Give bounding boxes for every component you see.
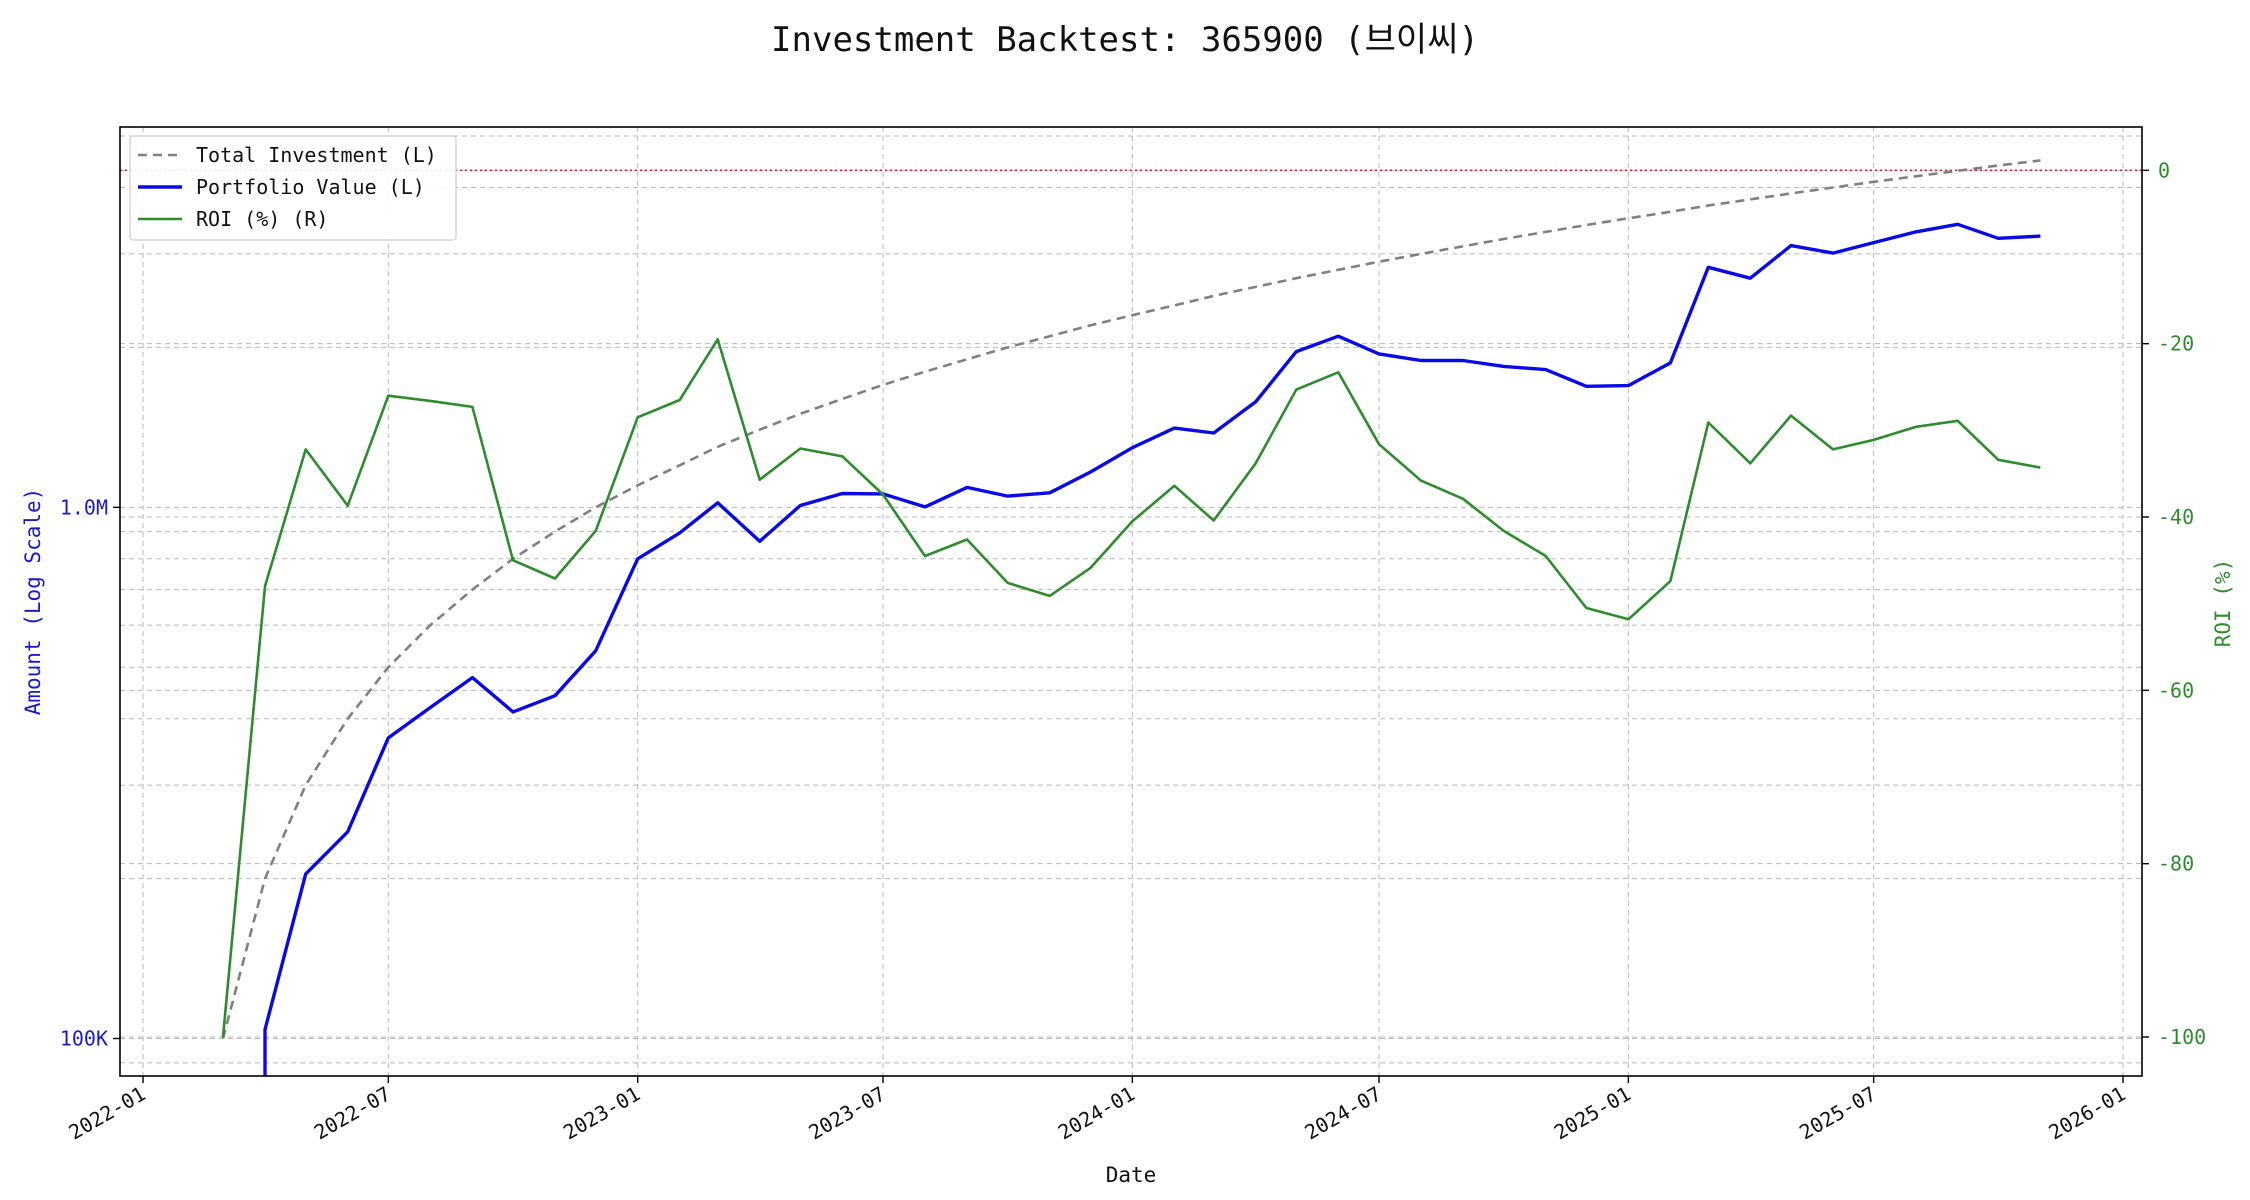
x-tick-label: 2025-01 [1550,1082,1635,1145]
x-tick-label: 2022-07 [310,1082,395,1145]
y-left-tick-label: 1.0M [60,495,108,519]
legend-label: Portfolio Value (L) [196,175,425,199]
y-left-tick-label: 100K [60,1027,108,1051]
x-tick-label: 2026-01 [2045,1082,2130,1145]
x-axis-title: Date [1106,1163,1157,1187]
x-tick-label: 2022-01 [65,1082,150,1145]
y-right-tick-label: -80 [2158,852,2194,876]
y-right-tick-label: 0 [2158,158,2170,182]
portfolio-value-line [263,222,2041,1076]
y-right-tick-label: -20 [2158,332,2194,356]
plot-frame [119,126,2143,1077]
y-right-tick-label: -100 [2158,1025,2206,1049]
y-right-tick-label: -60 [2158,678,2194,702]
legend-label: Total Investment (L) [196,143,437,167]
x-tick-label: 2025-07 [1795,1082,1880,1145]
legend-label: ROI (%) (R) [196,207,328,231]
x-tick-label: 2024-01 [1054,1082,1139,1145]
y-right-tick-label: -40 [2158,505,2194,529]
roi-line [221,338,2041,1038]
y-left-axis-title: Amount (Log Scale) [21,488,45,716]
y-right-axis-title: ROI (%) [2211,559,2235,648]
x-tick-label: 2024-07 [1301,1082,1386,1145]
total-investment-line [221,159,2041,1039]
chart-title: Investment Backtest: 365900 (브이씨) [771,20,1479,60]
x-tick-label: 2023-07 [804,1082,889,1145]
x-tick-label: 2023-01 [559,1082,644,1145]
legend-box [129,135,457,241]
